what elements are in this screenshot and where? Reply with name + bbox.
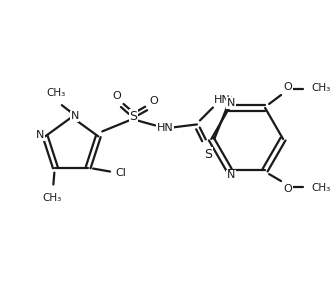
Text: N: N <box>227 98 235 108</box>
Text: CH₃: CH₃ <box>46 88 65 98</box>
Text: Cl: Cl <box>116 168 126 178</box>
Text: O: O <box>150 96 158 106</box>
Text: HN: HN <box>157 123 173 133</box>
Text: S: S <box>129 110 137 123</box>
Text: N: N <box>227 170 235 180</box>
Text: S: S <box>204 148 212 161</box>
Text: CH₃: CH₃ <box>43 193 62 203</box>
Text: O: O <box>284 82 292 92</box>
Text: N: N <box>36 130 44 140</box>
Text: O: O <box>284 184 292 194</box>
Text: N: N <box>71 111 79 121</box>
Text: CH₃: CH₃ <box>311 183 331 193</box>
Text: O: O <box>113 90 122 100</box>
Text: HN: HN <box>213 96 230 106</box>
Text: CH₃: CH₃ <box>311 83 331 93</box>
